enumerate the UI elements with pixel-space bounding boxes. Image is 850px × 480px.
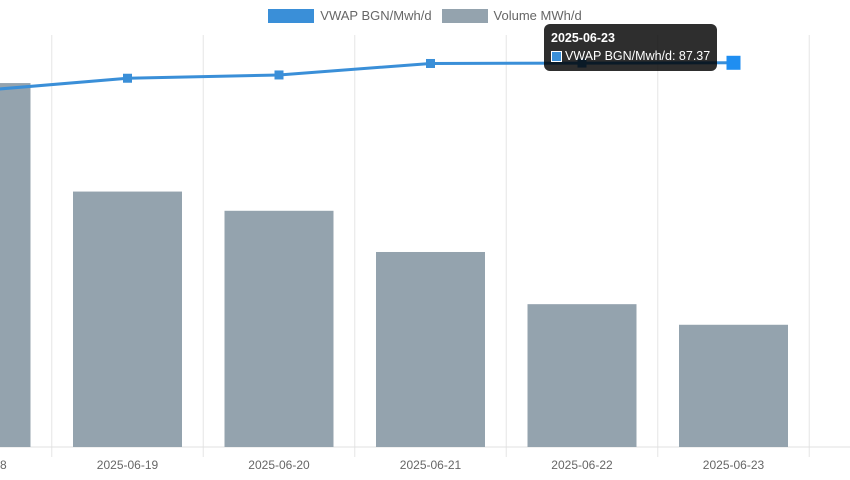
x-tick-label: 2025-06-19 <box>97 458 159 472</box>
bar-volume <box>0 83 31 448</box>
legend-label-volume: Volume MWh/d <box>493 8 582 23</box>
legend-label-vwap: VWAP BGN/Mwh/d <box>320 8 432 23</box>
x-tick-label: 2025-06-21 <box>400 458 462 472</box>
tooltip: 2025-06-23 VWAP BGN/Mwh/d: 87.37 <box>544 24 718 71</box>
legend-swatch-vwap <box>268 8 315 23</box>
tooltip-swatch <box>551 50 562 62</box>
bar-volume <box>73 191 182 447</box>
bar-volume <box>224 210 334 447</box>
x-tick-label: 2025-06-23 <box>703 458 765 472</box>
legend-swatch-volume <box>441 8 488 23</box>
x-tick-label: 2025-06-18 <box>0 458 7 472</box>
x-tick-label: 2025-06-20 <box>248 458 310 472</box>
bar-volume <box>376 251 485 447</box>
bar-volume <box>527 304 637 447</box>
legend-item-volume[interactable]: Volume MWh/d <box>441 8 582 23</box>
legend-item-vwap[interactable]: VWAP BGN/Mwh/d <box>268 8 432 23</box>
tooltip-title: 2025-06-23 <box>551 31 615 45</box>
x-tick-label: 2025-06-22 <box>551 458 613 472</box>
point-vwap <box>274 70 284 80</box>
tooltip-row: VWAP BGN/Mwh/d: 87.37 <box>551 47 710 65</box>
tooltip-label: VWAP BGN/Mwh/d: 87.37 <box>565 49 711 63</box>
legend: VWAP BGN/Mwh/d Volume MWh/d <box>0 8 850 23</box>
point-vwap-active <box>726 55 741 70</box>
point-vwap <box>123 73 132 83</box>
bar-volume <box>679 324 788 447</box>
point-vwap <box>426 58 435 68</box>
